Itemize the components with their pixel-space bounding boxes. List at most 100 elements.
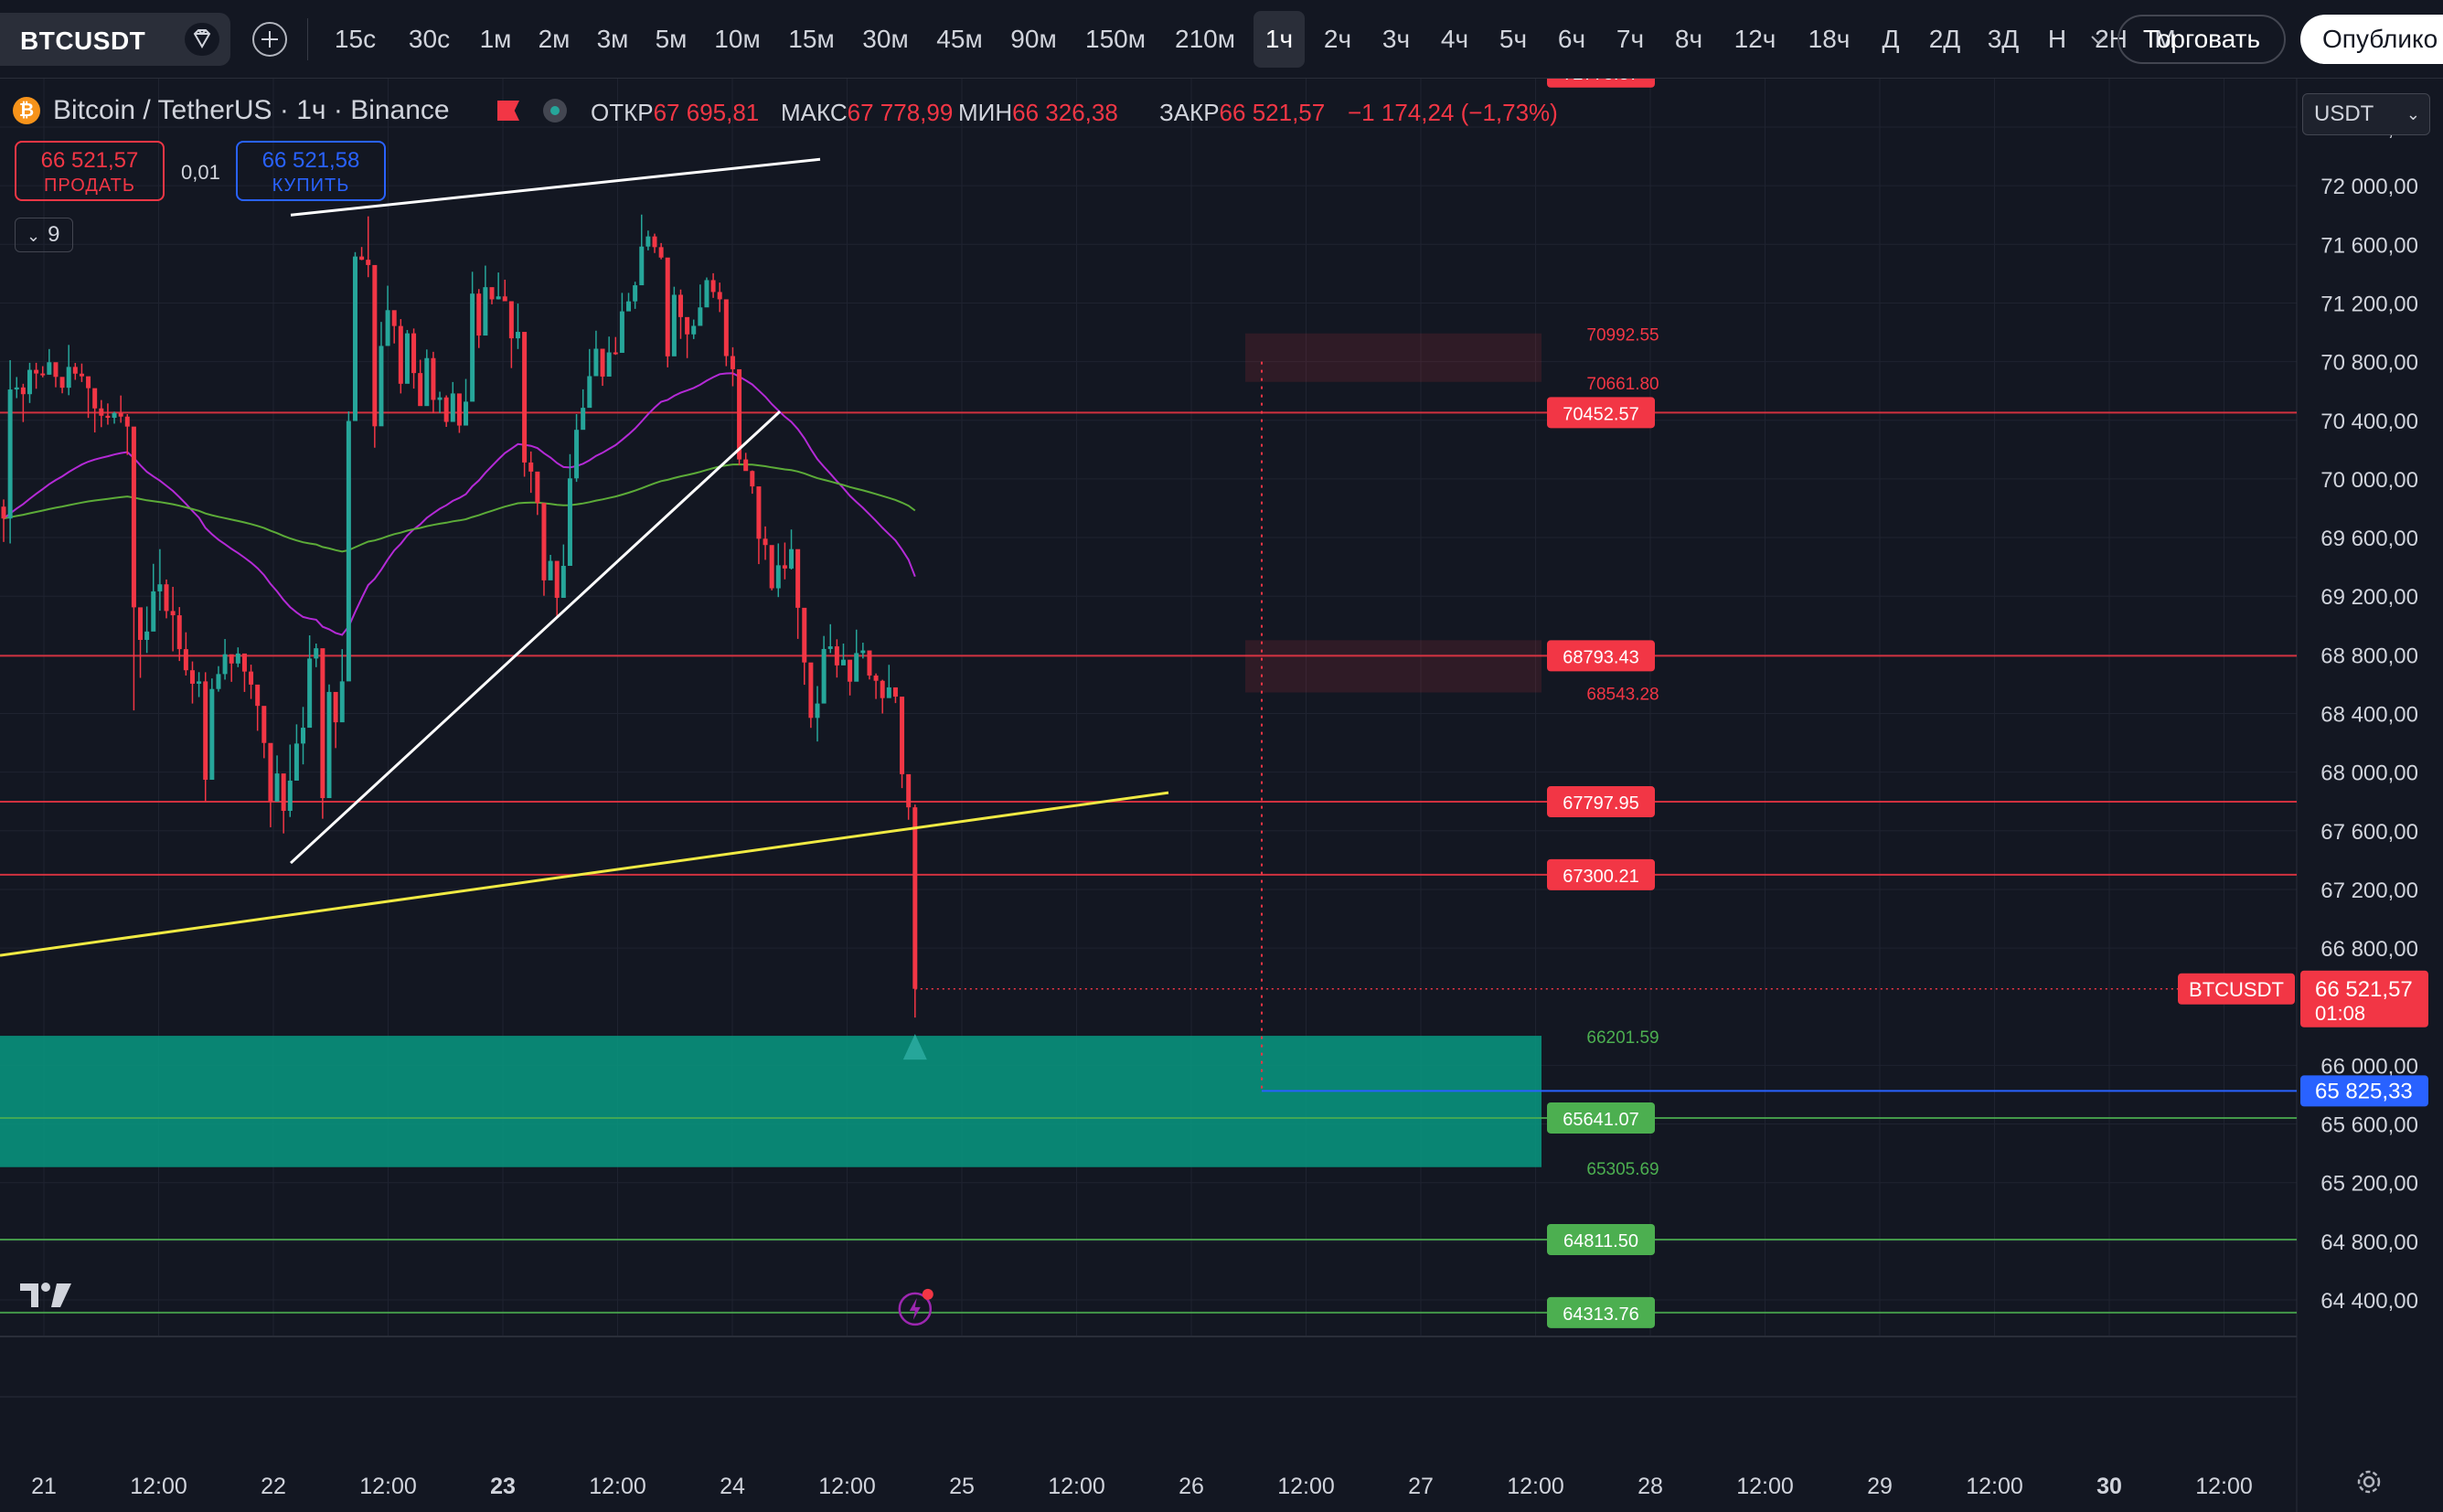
interval-10[interactable]: 90м <box>1010 25 1057 53</box>
candle-body <box>476 293 482 336</box>
interval-8[interactable]: 30м <box>862 25 909 53</box>
candle-body <box>600 348 605 377</box>
candle-body <box>176 615 182 650</box>
market-status-icon[interactable] <box>543 99 567 122</box>
candle-body <box>241 653 247 672</box>
candle-body <box>743 459 749 472</box>
interval-16[interactable]: 4ч <box>1440 25 1469 53</box>
interval-0[interactable]: 15с <box>334 25 377 53</box>
sell-label: ПРОДАТЬ <box>43 176 136 196</box>
gear-icon[interactable] <box>2353 1466 2384 1497</box>
candle-body <box>483 287 488 336</box>
level-label: 64811.50 <box>1563 1231 1638 1251</box>
candle-body <box>138 607 144 640</box>
level-label: 72775.37 <box>1563 79 1638 84</box>
interval-6[interactable]: 10м <box>714 25 761 53</box>
price-chart[interactable]: 72775.37 70452.57 68793.43 67797.95 67300.21… <box>0 79 2443 1512</box>
candle-body <box>346 421 351 682</box>
interval-19[interactable]: 7ч <box>1616 25 1645 53</box>
chevron-down-icon[interactable] <box>2085 22 2112 57</box>
candle-body <box>665 257 670 357</box>
candle-body <box>737 368 742 460</box>
interval-25[interactable]: 3Д <box>1987 25 2020 53</box>
candle-body <box>398 325 403 384</box>
interval-3[interactable]: 2м <box>538 25 571 53</box>
compare-add-symbol-button[interactable] <box>252 22 287 57</box>
symbol-price-tag <box>2178 973 2295 1005</box>
level-label-bg <box>1547 397 1655 429</box>
candle-body <box>47 362 52 375</box>
interval-18[interactable]: 6ч <box>1557 25 1586 53</box>
interval-9[interactable]: 45м <box>936 25 983 53</box>
candle-body <box>105 415 111 419</box>
candle-body <box>867 650 872 676</box>
bitcoin-logo-icon: ₿ <box>13 97 40 124</box>
candle-body <box>443 397 449 422</box>
candle-body <box>339 681 345 723</box>
candle-body <box>197 681 202 684</box>
candle-body <box>189 670 195 684</box>
interval-22[interactable]: 18ч <box>1808 25 1851 53</box>
interval-26[interactable]: Н <box>2047 25 2067 53</box>
interval-2[interactable]: 1м <box>479 25 512 53</box>
interval-14[interactable]: 2ч <box>1323 25 1352 53</box>
candle-body <box>840 659 846 665</box>
price-tick-label: 71 200,00 <box>2320 292 2418 316</box>
level-label-bg <box>1547 1296 1655 1328</box>
candle-body <box>658 247 664 258</box>
interval-17[interactable]: 5ч <box>1499 25 1528 53</box>
candle-body <box>470 293 475 402</box>
interval-5[interactable]: 5м <box>655 25 688 53</box>
trendlines <box>0 157 1169 957</box>
interval-4[interactable]: 3м <box>596 25 629 53</box>
sell-button[interactable]: 66 521,57 ПРОДАТЬ <box>15 141 165 201</box>
price-tick-label: 65 600,00 <box>2320 1113 2418 1138</box>
interval-21[interactable]: 12ч <box>1734 25 1776 53</box>
publish-button[interactable]: Опублико <box>2300 15 2443 64</box>
interval-13[interactable]: 1ч <box>1254 11 1305 68</box>
interval-24[interactable]: 2Д <box>1928 25 1961 53</box>
time-label: 27 <box>1408 1474 1434 1499</box>
level-label-bg <box>1547 1102 1655 1134</box>
tradingview-logo-icon[interactable] <box>18 1280 75 1311</box>
trade-button[interactable]: Торговать <box>2118 15 2286 64</box>
candle-body <box>827 646 833 649</box>
candle-body <box>756 486 762 539</box>
candle-body <box>424 357 430 407</box>
interval-12[interactable]: 210м <box>1175 25 1235 53</box>
flag-icon[interactable] <box>497 101 519 121</box>
interval-7[interactable]: 15м <box>788 25 835 53</box>
candle-body <box>307 658 313 729</box>
candle-body <box>574 430 580 479</box>
candle-body <box>20 387 26 395</box>
candle-body <box>293 743 299 781</box>
interval-23[interactable]: Д <box>1882 25 1900 53</box>
time-label: 12:00 <box>359 1474 417 1499</box>
candle-body <box>112 412 117 419</box>
candle-body <box>848 659 853 682</box>
currency-select[interactable]: USDT ⌄ <box>2302 93 2430 135</box>
candle-body <box>268 742 273 802</box>
symbol-search-button[interactable]: BTCUSDT <box>0 13 230 66</box>
candle-body <box>66 367 71 389</box>
indicators-toggle[interactable]: ⌄ 9 <box>15 218 73 252</box>
interval-20[interactable]: 8ч <box>1674 25 1703 53</box>
interval-15[interactable]: 3ч <box>1382 25 1411 53</box>
level-label: 67300.21 <box>1563 867 1638 887</box>
level-label-bg <box>1547 1224 1655 1256</box>
interval-28[interactable]: М <box>2154 25 2176 53</box>
candle-body <box>782 565 787 569</box>
price-tick-label: 65 200,00 <box>2320 1172 2418 1197</box>
candle-body <box>535 471 540 504</box>
buy-button[interactable]: 66 521,58 КУПИТЬ <box>236 141 386 201</box>
candle-body <box>808 662 814 719</box>
time-label: 12:00 <box>1277 1474 1335 1499</box>
gem-icon[interactable] <box>185 23 219 56</box>
price-tick-label: 67 600,00 <box>2320 820 2418 845</box>
ema-fast-line <box>3 372 916 636</box>
candle-body <box>209 688 215 780</box>
legend-title[interactable]: Bitcoin / TetherUS · 1ч · Binance <box>53 95 450 125</box>
interval-11[interactable]: 150м <box>1085 25 1146 53</box>
trendline-upper <box>290 157 821 217</box>
interval-1[interactable]: 30с <box>408 25 451 53</box>
